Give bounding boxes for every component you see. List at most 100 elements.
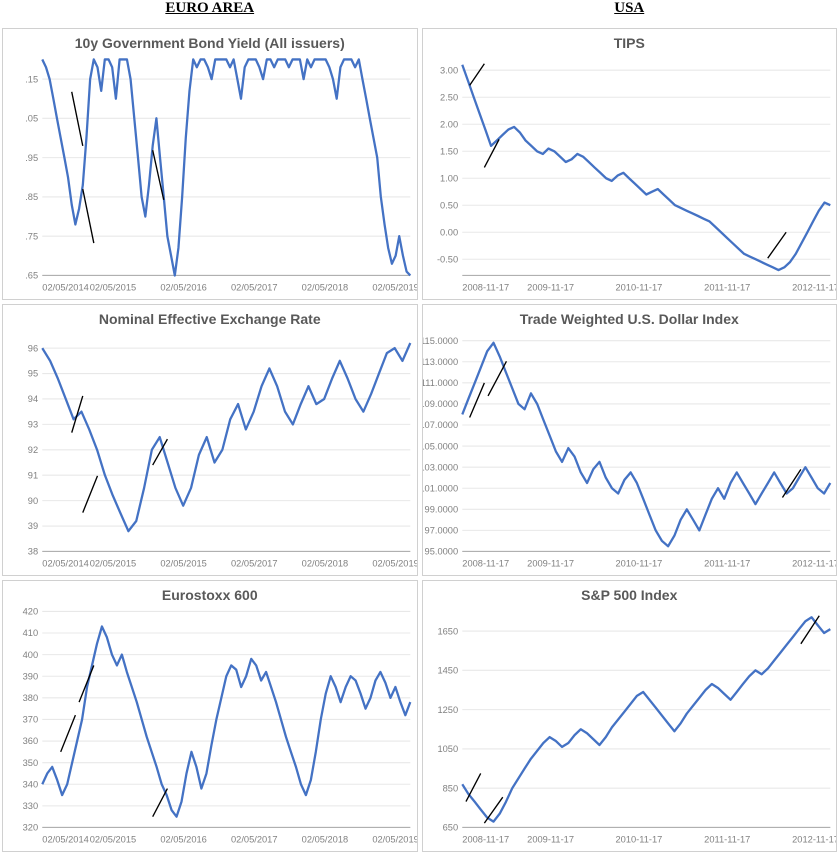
svg-text:02/05/2019: 02/05/2019 [372,282,416,293]
svg-text:2008-11-17: 2008-11-17 [462,282,509,293]
chart-area: 32033034035036037038039040041042002/05/2… [3,605,417,851]
header-usa: USA [420,0,839,17]
chart-panel-eu-bond: 10y Government Bond Yield (All issuers).… [2,28,418,300]
svg-text:02/05/2015: 02/05/2015 [160,558,207,569]
panel-title: TIPS [423,29,837,53]
event-marker [782,469,800,497]
svg-text:360: 360 [23,736,39,747]
svg-text:2.50: 2.50 [440,92,458,103]
svg-text:2011-11-17: 2011-11-17 [704,558,750,569]
svg-text:.15: .15 [25,74,38,85]
event-marker [153,789,168,817]
event-marker [61,715,76,752]
svg-text:96: 96 [28,343,38,354]
chart-panel-us-sp500: S&P 500 Index65085010501250145016502008-… [422,580,838,852]
svg-text:113.0000: 113.0000 [423,357,458,368]
svg-text:2009-11-17: 2009-11-17 [527,558,574,569]
svg-text:109.0000: 109.0000 [423,399,458,410]
svg-text:02/05/2014: 02/05/2014 [42,282,89,293]
svg-text:02/05/2019: 02/05/2019 [372,834,416,845]
svg-text:2012-11-17: 2012-11-17 [792,834,836,845]
chart-svg: 95.000097.000099.0000101.0000103.0000105… [423,329,837,575]
data-series [462,617,830,821]
chart-area: -0.500.000.501.001.502.002.503.002008-11… [423,53,837,299]
event-marker [484,797,502,823]
panel-title: Nominal Effective Exchange Rate [3,305,417,329]
svg-text:95.0000: 95.0000 [424,547,458,558]
svg-text:91: 91 [28,470,38,481]
svg-text:0.50: 0.50 [440,200,458,211]
svg-text:90: 90 [28,496,38,507]
svg-text:330: 330 [23,801,39,812]
event-marker [484,139,499,167]
svg-text:02/05/2017: 02/05/2017 [231,558,278,569]
svg-text:2009-11-17: 2009-11-17 [527,282,574,293]
data-series [462,343,830,546]
svg-text:1.00: 1.00 [440,173,458,184]
svg-text:2010-11-17: 2010-11-17 [615,834,662,845]
svg-text:1.50: 1.50 [440,146,458,157]
header-euro: EURO AREA [0,0,420,17]
svg-text:02/05/2014: 02/05/2014 [42,834,89,845]
svg-text:.85: .85 [25,192,38,203]
event-marker [767,232,785,258]
svg-text:1650: 1650 [437,626,458,637]
svg-text:115.0000: 115.0000 [423,336,458,347]
svg-text:02/05/2014: 02/05/2014 [42,558,89,569]
data-series [42,343,410,531]
chart-area: .65.75.85.95.05.1502/05/201402/05/201502… [3,53,417,299]
svg-text:3.00: 3.00 [440,65,458,76]
svg-text:370: 370 [23,715,39,726]
chart-svg: 65085010501250145016502008-11-172009-11-… [423,605,837,851]
svg-text:02/05/2015: 02/05/2015 [90,558,137,569]
svg-text:94: 94 [28,394,38,405]
svg-text:95: 95 [28,369,38,380]
svg-text:400: 400 [23,650,39,661]
svg-text:390: 390 [23,671,39,682]
svg-text:92: 92 [28,445,38,456]
chart-svg: .65.75.85.95.05.1502/05/201402/05/201502… [3,53,417,299]
header-row: EURO AREA USA [0,0,839,28]
svg-text:.95: .95 [25,153,38,164]
event-marker [465,773,480,801]
chart-svg: -0.500.000.501.001.502.002.503.002008-11… [423,53,837,299]
svg-text:2008-11-17: 2008-11-17 [462,558,509,569]
svg-text:02/05/2016: 02/05/2016 [160,282,207,293]
svg-text:38: 38 [28,547,38,558]
chart-svg: 32033034035036037038039040041042002/05/2… [3,605,417,851]
svg-text:340: 340 [23,779,39,790]
svg-text:02/05/2015: 02/05/2015 [90,834,137,845]
svg-text:111.0000: 111.0000 [423,378,458,389]
data-series [42,59,410,275]
svg-text:02/05/2016: 02/05/2016 [160,834,207,845]
svg-text:93: 93 [28,419,38,430]
event-marker [488,361,506,396]
svg-text:2011-11-17: 2011-11-17 [704,834,750,845]
chart-panel-us-twdi: Trade Weighted U.S. Dollar Index95.00009… [422,304,838,576]
chart-svg: 38399091929394959602/05/201402/05/201502… [3,329,417,575]
svg-text:2008-11-17: 2008-11-17 [462,834,509,845]
svg-text:350: 350 [23,758,39,769]
svg-text:850: 850 [442,783,458,794]
svg-text:105.0000: 105.0000 [423,441,458,452]
event-marker [72,396,83,433]
chart-area: 95.000097.000099.0000101.0000103.0000105… [423,329,837,575]
svg-text:2012-11-17: 2012-11-17 [792,558,836,569]
data-series [462,65,830,270]
svg-text:2009-11-17: 2009-11-17 [527,834,574,845]
panel-title: S&P 500 Index [423,581,837,605]
svg-text:650: 650 [442,823,458,834]
svg-text:02/05/2015: 02/05/2015 [90,282,137,293]
svg-text:0.00: 0.00 [440,227,458,238]
chart-grid: 10y Government Bond Yield (All issuers).… [0,28,839,854]
chart-area: 38399091929394959602/05/201402/05/201502… [3,329,417,575]
chart-panel-eu-neer: Nominal Effective Exchange Rate 38 39 90 91 9… [2,304,418,576]
svg-text:.75: .75 [25,231,38,242]
svg-text:2012-11-17: 2012-11-17 [792,282,836,293]
svg-text:39: 39 [28,521,38,532]
svg-text:1250: 1250 [437,705,458,716]
svg-text:107.0000: 107.0000 [423,420,458,431]
svg-text:99.0000: 99.0000 [424,504,458,515]
svg-text:-0.50: -0.50 [436,254,457,265]
svg-text:97.0000: 97.0000 [424,525,458,536]
